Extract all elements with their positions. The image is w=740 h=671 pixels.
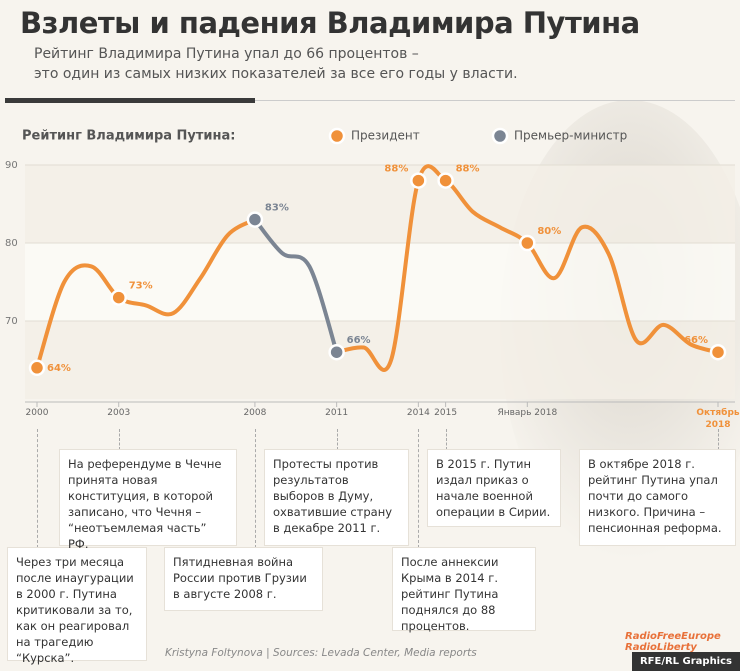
marker xyxy=(246,211,264,228)
y-tick-label: 70 xyxy=(5,316,18,327)
annotation: В октябре 2018 г. рейтинг Путина упал по… xyxy=(580,450,735,545)
marker xyxy=(519,234,536,252)
value-label: 73% xyxy=(129,281,153,292)
marker xyxy=(410,172,427,189)
annotation: Через три месяца после инаугурации в 200… xyxy=(8,548,146,665)
value-label: 64% xyxy=(47,363,71,374)
x-tick-label: 2003 xyxy=(107,408,131,418)
annotation: После аннексии Крыма в 2014 г. рейтинг П… xyxy=(393,548,535,633)
y-tick-label: 90 xyxy=(5,160,18,171)
x-tick-label: 2014 xyxy=(406,408,430,418)
header-rule xyxy=(5,98,255,103)
connector xyxy=(37,429,38,548)
logo-text: RadioLiberty xyxy=(625,642,697,653)
value-label: 80% xyxy=(537,226,561,237)
legend-label: Премьер-министр xyxy=(514,129,627,143)
x-tick-label: 2008 xyxy=(243,408,267,418)
line xyxy=(35,217,257,370)
band xyxy=(25,321,735,399)
marker xyxy=(437,172,454,189)
x-tick-label: 2011 xyxy=(325,408,349,418)
legend-marker xyxy=(491,127,509,145)
marker xyxy=(709,343,727,361)
connector xyxy=(254,429,256,548)
subtitle: это один из самых низких показателей за … xyxy=(34,66,518,82)
x-tick-label: Октябрь 2018 xyxy=(696,408,740,430)
title: Взлеты и падения Владимира Путина xyxy=(20,6,640,40)
badge: RFE/RL Graphics xyxy=(631,652,740,671)
credit: Kristyna Foltynova | Sources: Levada Cen… xyxy=(165,647,477,659)
connector xyxy=(418,429,420,548)
connector xyxy=(336,429,338,450)
connector xyxy=(118,429,120,450)
band xyxy=(25,165,735,243)
value-label: 83% xyxy=(265,203,289,214)
annotation: В 2015 г. Путин издал приказ о начале во… xyxy=(428,450,560,526)
value-label: 66% xyxy=(684,335,708,346)
legend-marker xyxy=(328,127,346,145)
x-tick-label: 2015 xyxy=(434,408,458,418)
legend-title: Рейтинг Владимира Путина: xyxy=(22,129,236,144)
logo-text: RadioFreeEurope xyxy=(625,631,721,642)
marker xyxy=(110,289,127,306)
annotation: На референдуме в Чечне принята новая кон… xyxy=(60,450,236,551)
x-tick-label: Январь 2018 xyxy=(497,408,558,418)
line xyxy=(252,217,339,355)
subtitle: Рейтинг Владимира Путина упал до 66 проц… xyxy=(34,46,419,62)
logo: RadioFreeEurope RadioLiberty xyxy=(625,631,721,653)
connector xyxy=(445,429,447,450)
marker xyxy=(328,343,345,361)
connector xyxy=(718,429,719,450)
value-label: 88% xyxy=(456,164,480,175)
legend-label: Президент xyxy=(351,129,420,143)
annotation: Протесты против результатов выборов в Ду… xyxy=(265,450,408,545)
annotation: Пятидневная война России против Грузии в… xyxy=(165,548,322,610)
x-tick-label: 2000 xyxy=(25,408,49,418)
y-tick-label: 80 xyxy=(5,238,18,249)
marker xyxy=(28,359,46,377)
value-label: 66% xyxy=(347,335,371,346)
value-label: 88% xyxy=(384,164,408,175)
